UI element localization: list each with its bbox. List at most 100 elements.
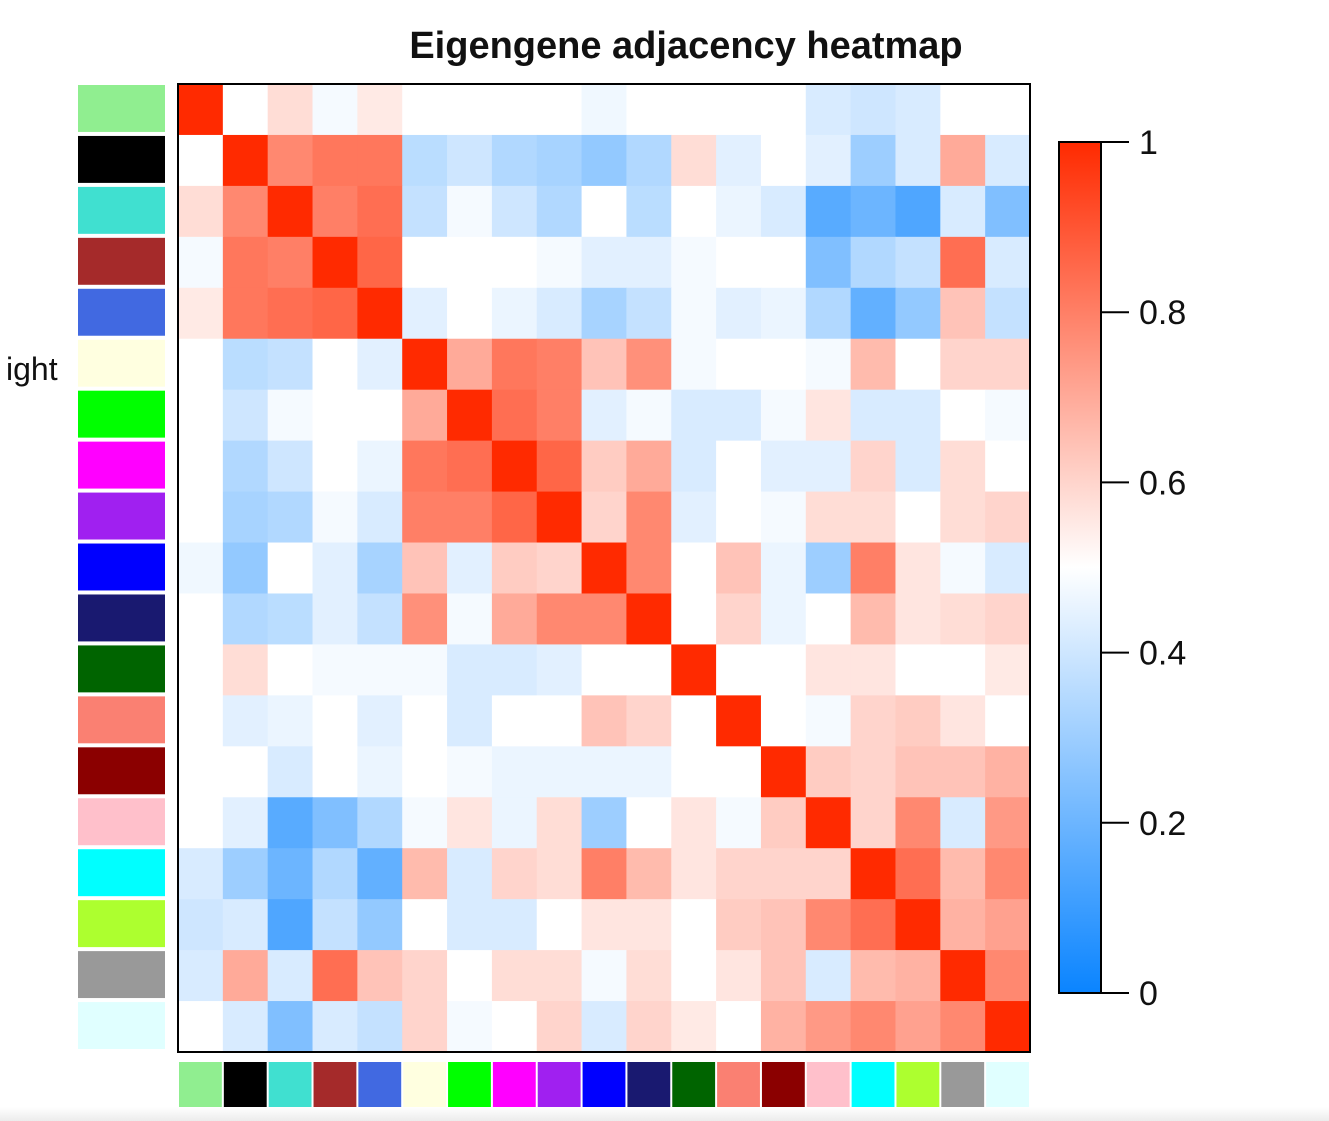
heatmap-cell — [626, 338, 672, 391]
heatmap-cell — [267, 134, 314, 187]
heatmap-cell — [491, 440, 538, 493]
heatmap-cell — [850, 593, 897, 646]
heatmap-cell — [447, 338, 493, 391]
heatmap-cell — [895, 389, 941, 442]
heatmap-cell — [312, 593, 358, 646]
heatmap-cell — [357, 797, 403, 849]
heatmap-cell — [581, 491, 628, 544]
row-color-bar-royalblue — [78, 288, 165, 336]
heatmap-cell — [267, 797, 314, 849]
heatmap-cell — [716, 185, 762, 238]
heatmap-cell — [222, 593, 269, 646]
heatmap-cell — [850, 84, 897, 136]
heatmap-cell — [312, 185, 358, 238]
heatmap-cell — [491, 899, 538, 951]
heatmap-cell — [267, 236, 314, 289]
heatmap-cell — [760, 797, 807, 849]
row-color-bar-midnightblue — [78, 594, 165, 642]
heatmap-cell — [895, 542, 941, 595]
heatmap-cell — [626, 950, 672, 1002]
heatmap-cell — [536, 644, 583, 696]
row-color-bar-brown — [78, 237, 165, 285]
heatmap-cell — [760, 695, 807, 747]
heatmap-cell — [267, 338, 314, 391]
heatmap-cell — [178, 389, 224, 442]
heatmap-cell — [805, 287, 852, 340]
heatmap-cell — [536, 593, 583, 646]
heatmap-cell — [402, 389, 448, 442]
heatmap-cell — [536, 899, 583, 951]
heatmap-cell — [312, 491, 358, 544]
row-color-bar-blue — [78, 543, 165, 591]
heatmap-cell — [402, 848, 448, 900]
heatmap-cell — [222, 134, 269, 187]
heatmap-cell — [985, 542, 1031, 595]
heatmap-cell — [402, 542, 448, 595]
heatmap-cell — [536, 134, 583, 187]
heatmap-cell — [760, 542, 807, 595]
heatmap-cell — [312, 746, 358, 798]
heatmap-cell — [447, 134, 493, 187]
heatmap-cell — [985, 797, 1031, 849]
heatmap-cell — [671, 695, 717, 747]
heatmap-cell — [402, 287, 448, 340]
heatmap-cell — [491, 491, 538, 544]
heatmap-cell — [357, 287, 403, 340]
heatmap-cell — [760, 848, 807, 900]
row-color-bar-lightcyan — [78, 1002, 165, 1049]
heatmap-cell — [940, 797, 986, 849]
heatmap-cell — [985, 185, 1031, 238]
heatmap-cell — [447, 746, 493, 798]
heatmap-cell — [312, 644, 358, 696]
heatmap-cell — [178, 695, 224, 747]
heatmap-cell — [850, 491, 897, 544]
heatmap-cell — [312, 389, 358, 442]
heatmap-cell — [267, 746, 314, 798]
heatmap-cell — [402, 185, 448, 238]
heatmap-cell — [178, 185, 224, 238]
heatmap-cell — [626, 491, 672, 544]
heatmap-cell — [671, 185, 717, 238]
heatmap-cell — [222, 899, 269, 951]
heatmap-cell — [222, 746, 269, 798]
heatmap-cell — [267, 1001, 314, 1053]
heatmap-cell — [671, 746, 717, 798]
heatmap-cell — [491, 797, 538, 849]
heatmap-cell — [671, 134, 717, 187]
heatmap-cell — [895, 644, 941, 696]
heatmap-cell — [581, 950, 628, 1002]
heatmap-cell — [985, 848, 1031, 900]
row-color-bar-black — [78, 135, 165, 183]
heatmap-cell — [805, 593, 852, 646]
heatmap-cell — [402, 644, 448, 696]
heatmap-cell — [536, 848, 583, 900]
row-color-bar-lightgreen — [78, 85, 165, 132]
heatmap-cell — [222, 848, 269, 900]
heatmap-cell — [895, 84, 941, 136]
heatmap-cell — [895, 236, 941, 289]
heatmap-cell — [671, 440, 717, 493]
heatmap-cell — [357, 695, 403, 747]
heatmap-cell — [178, 899, 224, 951]
heatmap-cell — [940, 644, 986, 696]
heatmap-cell — [805, 542, 852, 595]
heatmap-cell — [491, 338, 538, 391]
heatmap-cell — [312, 236, 358, 289]
heatmap-cell — [491, 746, 538, 798]
heatmap-cell — [760, 440, 807, 493]
heatmap-cell — [447, 950, 493, 1002]
heatmap-cell — [536, 746, 583, 798]
heatmap-cell — [222, 644, 269, 696]
heatmap-cell — [536, 338, 583, 391]
heatmap-cell — [850, 287, 897, 340]
heatmap-cell — [985, 491, 1031, 544]
heatmap-cell — [716, 542, 762, 595]
heatmap-cell — [895, 695, 941, 747]
heatmap-cell — [940, 746, 986, 798]
heatmap-cell — [940, 542, 986, 595]
heatmap-cell — [895, 848, 941, 900]
heatmap-cell — [491, 848, 538, 900]
heatmap-cell — [895, 440, 941, 493]
heatmap-cell — [805, 848, 852, 900]
heatmap-cell — [985, 695, 1031, 747]
